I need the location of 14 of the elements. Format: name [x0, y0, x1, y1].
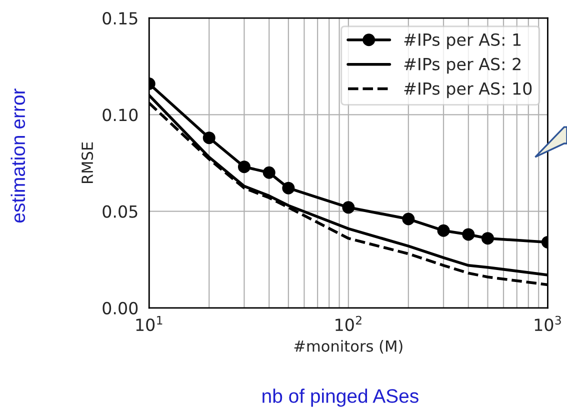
y-tick-label: 0.15 — [102, 12, 138, 25]
text: nb of pinged ASes — [262, 388, 418, 407]
y-tick-label: 0.10 — [102, 108, 138, 122]
x-tick-label: 10$^{2}$ — [336, 316, 362, 332]
legend-label: #IPs per AS: 1 — [404, 33, 521, 50]
y-tick-label: 0.00 — [102, 302, 138, 314]
x-axis-title: #monitors (M) — [294, 340, 402, 354]
y-tick-label: 0.05 — [102, 205, 138, 218]
legend-label: #IPs per AS: 10 — [404, 82, 532, 98]
legend-label: #IPs per AS: 2 — [404, 58, 520, 74]
x-tick-label: 10$^{3}$ — [534, 316, 561, 332]
x-tick-label: 10$^{1}$ — [136, 316, 162, 332]
text: estimation error — [10, 88, 26, 223]
y-axis-title: RMSE — [82, 142, 94, 184]
